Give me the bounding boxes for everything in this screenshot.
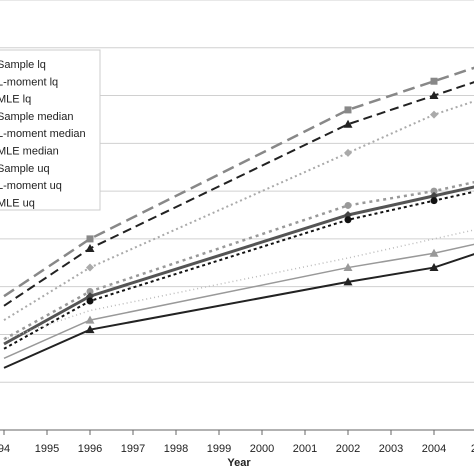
x-tick-label: 1999 xyxy=(207,443,231,455)
data-point xyxy=(344,216,352,224)
data-point xyxy=(85,315,95,324)
legend-label: Sample median xyxy=(0,111,73,123)
x-tick-label: 1996 xyxy=(78,443,102,455)
x-tick-label: 1997 xyxy=(121,443,145,455)
data-point xyxy=(86,297,94,305)
legend: Sample lq L-moment lq MLE lq Sample median L… xyxy=(0,49,101,211)
series-markers xyxy=(85,77,439,334)
data-point xyxy=(85,243,95,252)
x-tick-label: 94 xyxy=(0,443,10,455)
data-point xyxy=(86,287,94,295)
x-tick-label: 2004 xyxy=(422,443,446,455)
x-tick-label: 1998 xyxy=(164,443,188,455)
data-point xyxy=(430,187,438,195)
data-point xyxy=(343,277,353,286)
data-point xyxy=(344,148,352,157)
x-tick-label: 2003 xyxy=(379,443,403,455)
x-tick-label: 1995 xyxy=(35,443,59,455)
legend-label: Sample uq xyxy=(0,163,50,175)
data-point xyxy=(430,77,438,85)
legend-label: L-moment lq xyxy=(0,76,58,88)
x-axis-ticks: 94 1995 1996 1997 1998 1999 2000 2001 2002 2003 20… xyxy=(0,430,474,455)
x-tick-label: 2001 xyxy=(293,443,317,455)
data-point xyxy=(429,248,439,257)
series-line-1 xyxy=(3,66,474,298)
legend-box xyxy=(0,49,101,211)
series-line-6 xyxy=(3,190,474,350)
data-point xyxy=(343,119,353,128)
series-line-2 xyxy=(3,81,474,307)
legend-label: Sample lq xyxy=(0,59,46,71)
x-axis-title: Year xyxy=(227,457,251,469)
legend-label: MLE uq xyxy=(0,197,35,209)
data-point xyxy=(429,263,439,272)
data-point xyxy=(86,263,94,272)
data-point xyxy=(343,263,353,272)
series-line-7 xyxy=(3,229,474,340)
data-point xyxy=(344,201,352,209)
data-point xyxy=(430,197,438,205)
legend-label: MLE median xyxy=(0,146,59,158)
legend-label: L-moment uq xyxy=(0,180,62,192)
data-point xyxy=(430,110,438,119)
data-point xyxy=(86,235,94,243)
data-point xyxy=(344,106,352,114)
x-tick-label: 2000 xyxy=(250,443,274,455)
legend-label: MLE lq xyxy=(0,94,31,106)
x-tick-label: 2002 xyxy=(336,443,360,455)
series-line-8 xyxy=(3,243,474,360)
x-tick-label: 20 xyxy=(471,443,474,455)
series-line-4 xyxy=(3,180,474,341)
data-point xyxy=(85,325,95,334)
legend-label: L-moment median xyxy=(0,128,86,140)
data-point xyxy=(429,91,439,100)
